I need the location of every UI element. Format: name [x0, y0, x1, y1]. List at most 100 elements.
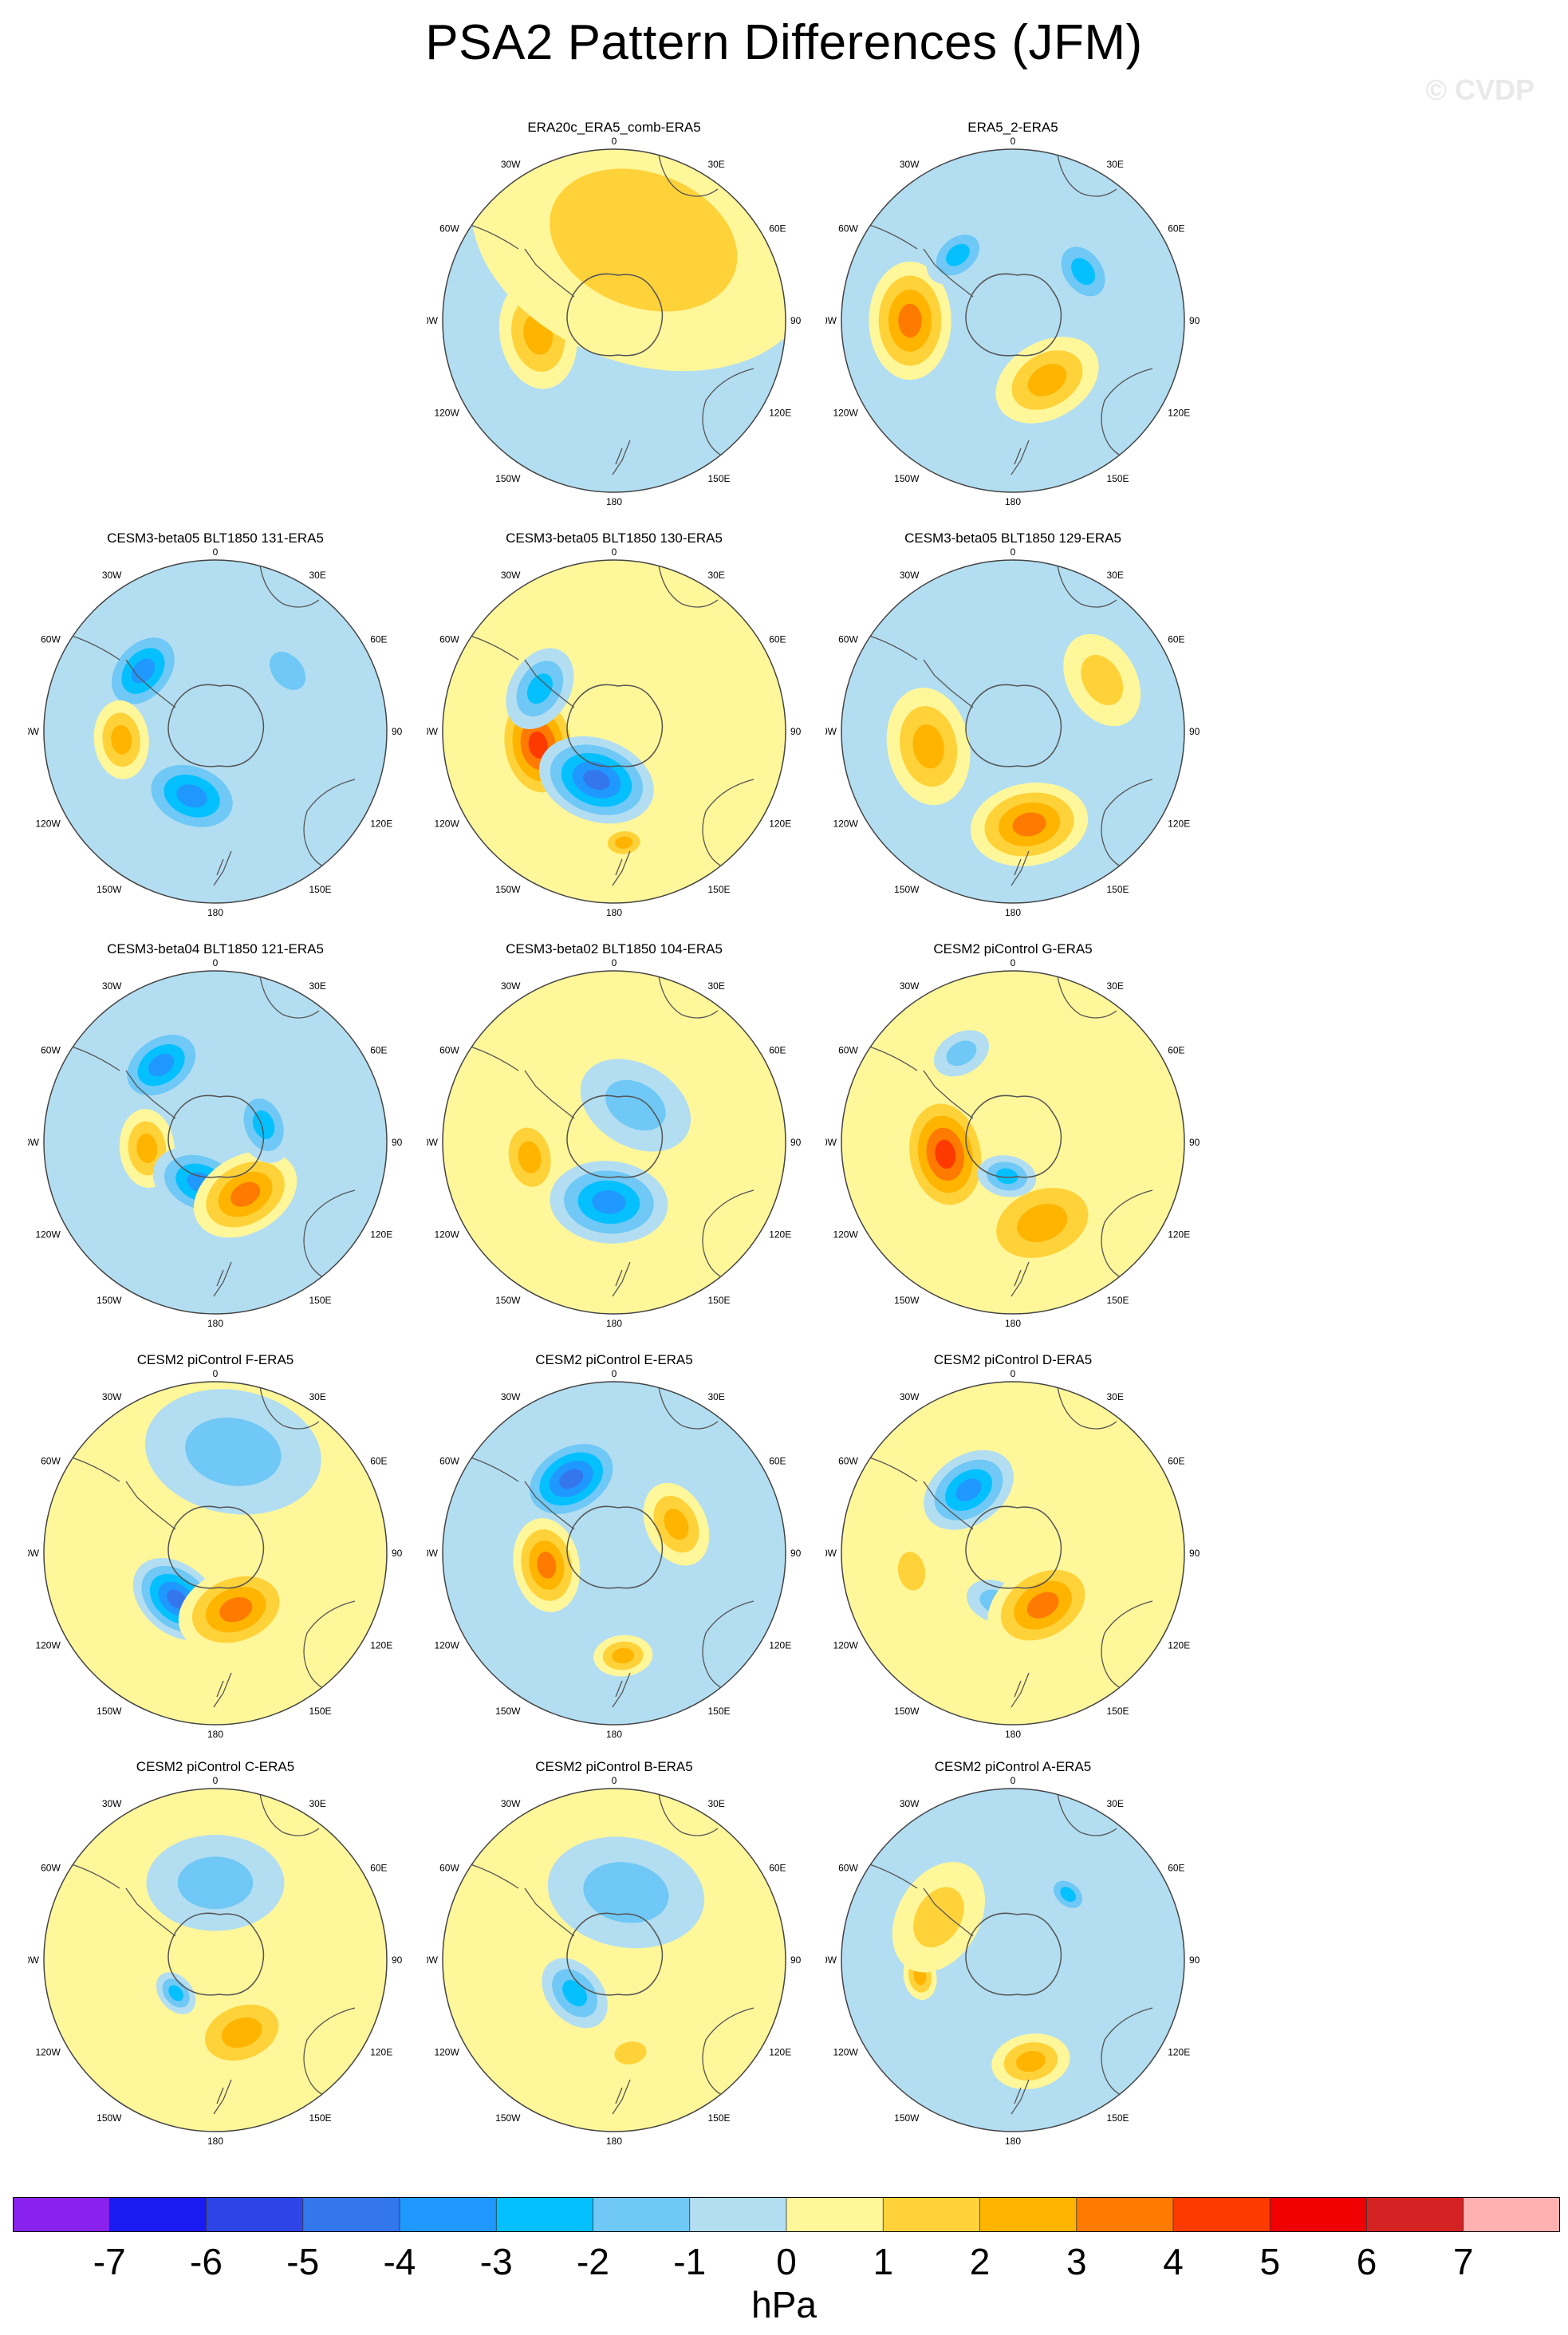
longitude-label: 90W — [427, 315, 439, 326]
peninsula-coastline — [125, 1481, 176, 1530]
new-zealand-coastline — [612, 1261, 631, 1297]
peninsula-coastline — [524, 1070, 575, 1119]
peninsula-coastline — [923, 1887, 974, 1937]
longitude-label: 0 — [1011, 959, 1016, 968]
anomaly-contour — [1026, 1592, 1059, 1619]
anomaly-contour — [537, 1552, 557, 1579]
map-panel: CESM3-beta02 BLT1850 104-ERA5 0 180 90W 90E 3… — [427, 941, 802, 1340]
colorbar-tick-label: 3 — [1066, 2241, 1087, 2282]
longitude-label: 90E — [1189, 315, 1200, 326]
anomaly-contour — [559, 1469, 584, 1489]
longitude-label: 30W — [900, 570, 920, 581]
longitude-label: 30W — [501, 1798, 521, 1809]
map-frame — [442, 1788, 786, 2132]
panel-title: CESM3-beta05 BLT1850 130-ERA5 — [506, 531, 723, 546]
anomaly-contour — [1017, 1204, 1068, 1242]
anomaly-contour — [168, 1985, 183, 2002]
longitude-label: 120E — [1168, 1640, 1190, 1651]
longitude-label: 90W — [427, 1548, 439, 1559]
longitude-label: 60E — [1168, 1863, 1184, 1874]
longitude-label: 30E — [1107, 1798, 1124, 1809]
map-frame — [841, 559, 1185, 904]
longitude-label: 90W — [427, 1137, 439, 1148]
longitude-label: 60E — [1168, 223, 1184, 235]
africa-coastline — [657, 1382, 719, 1430]
antarctica-coastline — [167, 684, 265, 767]
colorbar-swatch — [302, 2197, 400, 2232]
map-background — [841, 971, 1184, 1314]
panel-title: CESM2 piControl F-ERA5 — [136, 1352, 294, 1367]
map-background — [44, 1789, 387, 2132]
longitude-label: 120E — [769, 1640, 791, 1651]
map-background — [443, 1789, 786, 2132]
africa-coastline — [1056, 971, 1117, 1019]
africa-coastline — [258, 1382, 320, 1430]
longitude-label: 60W — [41, 1456, 61, 1467]
longitude-label: 150E — [1107, 884, 1129, 895]
antarctica-coastline — [167, 1505, 265, 1589]
anomaly-contour — [562, 1980, 588, 2006]
longitude-label: 60E — [769, 634, 786, 645]
longitude-label: 0 — [612, 1370, 617, 1379]
polar-map: 0 180 90W 90E 30W 30E 60W 60E 120W 120E 150W 150E — [427, 959, 802, 1329]
colorbar-tick-labels: -7 -6 -5 -4 -3 -2 -1 0 1 2 3 4 5 6 7 — [0, 2240, 1568, 2288]
longitude-label: 30E — [309, 980, 326, 992]
longitude-label: 150W — [894, 1295, 920, 1306]
map-background — [841, 1789, 1184, 2132]
longitude-label: 150E — [708, 884, 731, 895]
longitude-label: 90E — [1189, 1137, 1200, 1148]
longitude-label: 60E — [769, 1863, 786, 1874]
longitude-label: 60E — [769, 1456, 786, 1467]
new-zealand-coastline — [1011, 2079, 1030, 2115]
map-frame — [841, 1381, 1185, 1726]
africa-coastline — [1056, 560, 1117, 608]
colorbar-tick-label: 7 — [1452, 2241, 1474, 2282]
longitude-label: 90E — [392, 726, 403, 737]
longitude-label: 30W — [102, 570, 122, 581]
longitude-label: 120W — [833, 1229, 858, 1240]
longitude-label: 0 — [1011, 137, 1016, 147]
longitude-label: 30W — [102, 1798, 122, 1809]
colorbar-swatch — [689, 2197, 787, 2232]
longitude-label: 150W — [894, 2112, 920, 2124]
longitude-label: 60W — [838, 1863, 858, 1874]
peninsula-coastline — [524, 1481, 575, 1530]
new-zealand-coastline — [1011, 440, 1030, 475]
polar-map: 0 180 90W 90E 30W 30E 60W 60E 120W 120E 150W 150E — [427, 1777, 802, 2147]
peninsula-coastline — [524, 248, 575, 298]
colorbar-swatch — [13, 2197, 110, 2232]
colorbar-tick-label: -5 — [286, 2241, 320, 2282]
longitude-label: 30W — [900, 980, 920, 992]
anomaly-contour — [664, 1509, 689, 1540]
polar-map: 0 180 90W 90E 30W 30E 60W 60E 120W 120E 150W 150E — [825, 1777, 1200, 2147]
longitude-label: 0 — [213, 548, 219, 558]
polar-map: 0 180 90W 90E 30W 30E 60W 60E 120W 120E 150W 150E — [427, 548, 802, 918]
longitude-label: 180 — [1005, 496, 1021, 507]
anomaly-contour — [614, 2041, 647, 2065]
longitude-label: 150E — [708, 2112, 731, 2124]
cvdp-watermark: © CVDP — [1425, 73, 1535, 106]
peninsula-coastline — [524, 1887, 575, 1937]
longitude-label: 120W — [35, 818, 61, 830]
colorbar-swatch — [206, 2197, 304, 2232]
colorbar-tick-label: -7 — [93, 2241, 126, 2282]
antarctica-coastline — [965, 1095, 1062, 1178]
anomaly-contour — [219, 1597, 253, 1623]
longitude-label: 30E — [1107, 570, 1124, 581]
longitude-label: 90E — [392, 1137, 403, 1148]
colorbar-swatch — [979, 2197, 1078, 2232]
colorbar-tick-label: 1 — [873, 2241, 894, 2282]
longitude-label: 30W — [102, 1391, 122, 1402]
panel-title: CESM2 piControl C-ERA5 — [136, 1759, 295, 1774]
antarctica-coastline — [965, 684, 1062, 767]
longitude-label: 60E — [769, 1045, 786, 1056]
longitude-label: 60W — [838, 1456, 858, 1467]
map-background — [443, 1382, 786, 1725]
peninsula-coastline — [524, 659, 575, 708]
africa-coastline — [258, 560, 320, 608]
longitude-label: 60W — [838, 634, 858, 645]
colorbar-swatch — [593, 2197, 691, 2232]
antarctica-coastline — [965, 1912, 1062, 1996]
map-panel: CESM2 piControl A-ERA5 0 180 90W 90E 30W 30E 60… — [825, 1759, 1200, 2158]
antarctica-coastline — [566, 684, 664, 767]
